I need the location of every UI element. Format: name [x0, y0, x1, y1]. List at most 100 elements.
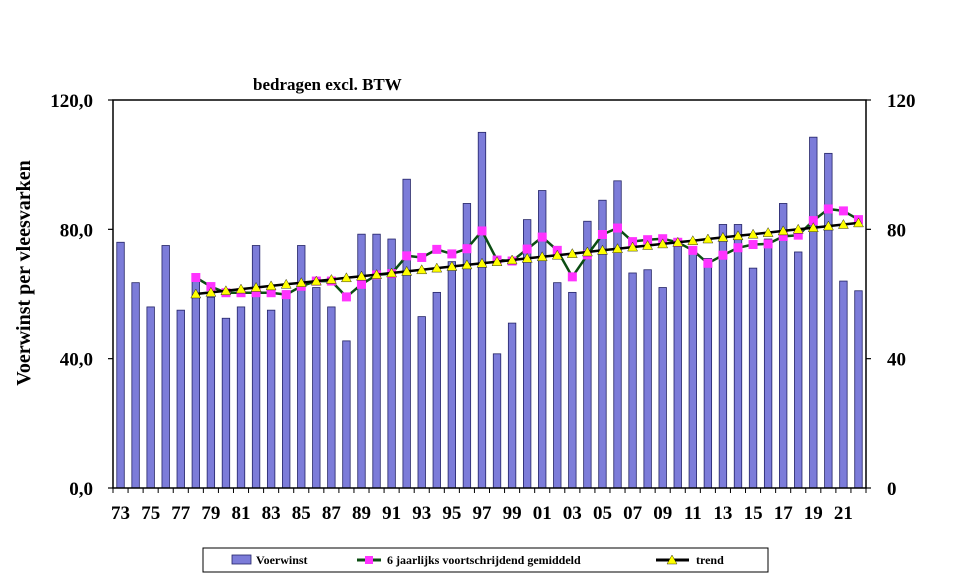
trend-point-1980	[220, 285, 232, 295]
x-tick-label: 79	[201, 503, 220, 524]
moving-average-point-1994	[432, 244, 442, 254]
bar-1975	[146, 306, 155, 489]
bar-2011	[688, 248, 697, 489]
trend-point-2020	[823, 220, 834, 231]
trend-point-2015	[747, 228, 759, 239]
trend-point-1990	[371, 269, 382, 279]
bar-2007	[628, 272, 637, 489]
trend-point-2001	[536, 251, 548, 261]
bar-1973	[116, 241, 125, 489]
moving-average-point-2015	[748, 240, 758, 250]
legend-swatch-voerwinst	[231, 554, 252, 565]
trend-point-1978	[190, 288, 202, 299]
bar-1995	[447, 261, 457, 489]
legend-label-moving-average: 6 jaarlijks voortschrijdend gemiddeld	[387, 553, 581, 567]
moving-average-point-2012	[703, 258, 713, 268]
trend-point-1998	[491, 256, 503, 266]
bar-1976	[161, 245, 170, 489]
bar-1984	[282, 290, 291, 489]
trend-point-1992	[401, 265, 413, 276]
x-tick-label: 77	[171, 503, 191, 524]
trend-point-2007	[627, 241, 638, 252]
trend-point-2002	[551, 249, 563, 260]
bar-2005	[598, 199, 607, 489]
bar-1983	[266, 309, 276, 489]
trend-point-2006	[612, 243, 623, 253]
moving-average-point-1988	[341, 292, 351, 302]
right-tick-label: 40	[887, 350, 906, 371]
moving-average-point-1978	[191, 273, 201, 283]
bar-2018	[794, 251, 803, 489]
trend-point-1985	[295, 277, 307, 287]
trend-point-1989	[356, 270, 367, 281]
x-tick-label: 83	[262, 503, 281, 524]
x-tick-label: 09	[653, 503, 672, 524]
moving-average-point-2014	[733, 243, 743, 253]
bar-2014	[733, 224, 743, 489]
right-tick-label: 0	[887, 479, 897, 500]
x-tick-label: 91	[382, 503, 401, 524]
moving-average-point-1996	[462, 244, 472, 254]
trend-point-1996	[461, 259, 473, 270]
trend-point-1983	[265, 280, 277, 291]
x-tick-label: 21	[834, 503, 853, 524]
bar-2017	[779, 203, 788, 489]
trend-point-2016	[762, 227, 774, 237]
bar-2021	[839, 280, 848, 489]
bar-2003	[568, 291, 577, 489]
bar-1979	[206, 296, 216, 489]
x-tick-label: 01	[533, 503, 552, 524]
x-tick-label: 13	[713, 503, 732, 524]
legend-marker-moving-average	[365, 556, 373, 564]
bar-2009	[658, 287, 667, 489]
bar-1987	[327, 306, 336, 489]
trend-point-2013	[717, 231, 729, 242]
bar-1977	[176, 309, 185, 489]
trend-series	[190, 217, 864, 299]
legend-label-voerwinst: Voerwinst	[256, 553, 308, 567]
trend-point-1999	[506, 254, 518, 265]
moving-average-point-1982	[251, 288, 261, 298]
moving-average-point-1995	[447, 249, 457, 259]
trend-point-2014	[732, 230, 744, 241]
x-tick-label: 89	[352, 503, 371, 524]
trend-point-2019	[807, 222, 819, 232]
moving-average-point-2018	[793, 230, 803, 240]
bar-1993	[417, 316, 426, 489]
moving-average-point-2013	[718, 250, 728, 260]
moving-average-point-2000	[522, 244, 532, 254]
trend-point-2021	[838, 219, 849, 229]
x-tick-label: 11	[684, 503, 702, 524]
trend-point-2018	[792, 223, 804, 234]
moving-average-point-1992	[402, 251, 412, 261]
legend-label-trend: trend	[696, 553, 724, 567]
x-tick-label: 07	[623, 503, 643, 524]
left-tick-label: 120,0	[50, 91, 93, 112]
x-tick-label: 75	[141, 503, 160, 524]
x-tick-label: 97	[473, 503, 493, 524]
bar-2012	[703, 258, 713, 489]
y-axis-label: Voerwinst per vleesvarken	[13, 160, 35, 386]
moving-average-point-2007	[628, 237, 638, 247]
left-tick-label: 80,0	[60, 220, 93, 241]
bar-1982	[251, 245, 261, 489]
x-tick-label: 73	[111, 503, 130, 524]
bar-1974	[131, 282, 140, 489]
bars-group	[116, 131, 863, 489]
bar-2002	[553, 282, 562, 489]
moving-average-point-2001	[537, 232, 547, 242]
trend-point-1993	[416, 264, 428, 274]
bar-1986	[312, 287, 321, 489]
trend-point-2000	[521, 252, 533, 263]
axes-group: 0,0 0 40,0 40 80,0 80 120,0 120 73 75 77 79 81 83 85 87…	[50, 91, 915, 524]
x-tick-label: 93	[412, 503, 431, 524]
x-tick-label: 03	[563, 503, 582, 524]
trend-point-1986	[310, 275, 322, 286]
trend-point-1988	[341, 272, 352, 282]
bar-1992	[402, 178, 411, 489]
trend-point-2010	[672, 236, 684, 247]
trend-point-1987	[326, 274, 337, 284]
trend-point-1984	[280, 278, 292, 289]
